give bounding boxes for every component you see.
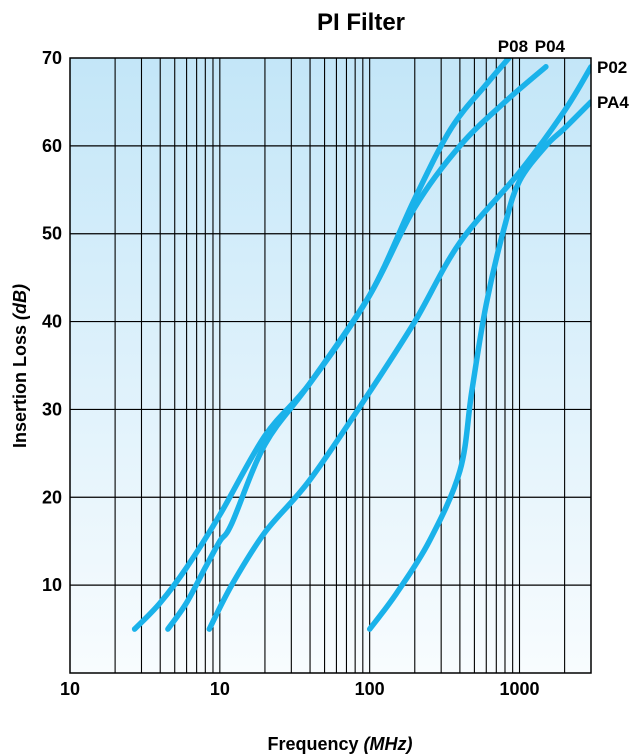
series-line-p02: [206, 64, 591, 632]
chart-title: PI Filter: [317, 9, 405, 36]
series-line-p04: [165, 64, 549, 632]
y-tick-label: 10: [42, 575, 62, 595]
x-axis-ticks: 10 10 100 1000: [60, 679, 540, 699]
series-label-pa4: PA4: [597, 93, 629, 112]
x-tick-label: 10: [210, 679, 230, 699]
x-tick-label: 100: [355, 679, 385, 699]
series-lines: [131, 58, 591, 632]
series-label-p04: P04: [535, 37, 566, 56]
y-tick-label: 20: [42, 487, 62, 507]
x-axis-label: Frequency (MHz): [267, 734, 412, 754]
series-label-p02: P02: [597, 58, 627, 77]
y-tick-label: 30: [42, 399, 62, 419]
y-tick-label: 40: [42, 312, 62, 332]
y-tick-label: 70: [42, 48, 62, 68]
plot-area: [70, 58, 591, 673]
series-line-pa4: [366, 99, 591, 632]
x-tick-label: 10: [60, 679, 80, 699]
series-labels: P08 P04 P02 PA4: [498, 37, 630, 112]
series-label-p08: P08: [498, 37, 528, 56]
y-axis-label: Insertion Loss (dB): [10, 284, 30, 448]
y-tick-label: 60: [42, 136, 62, 156]
y-tick-label: 50: [42, 224, 62, 244]
plot-frame: [69, 57, 592, 674]
y-axis-ticks: 10 20 30 40 50 60 70: [42, 48, 62, 595]
x-tick-label: 1000: [499, 679, 539, 699]
